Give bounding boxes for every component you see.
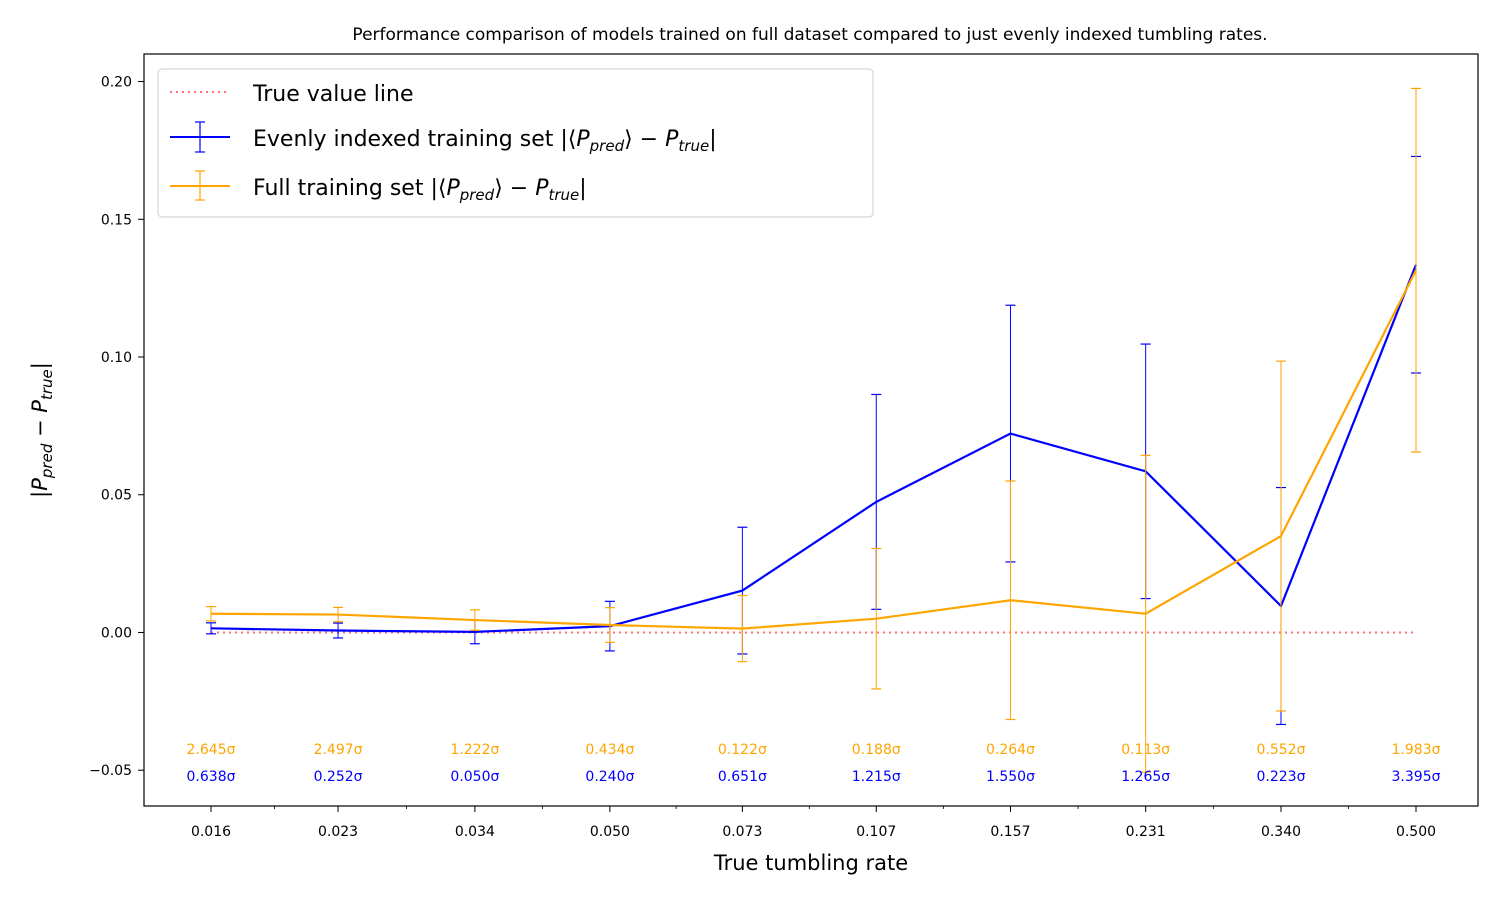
plot-area: [143, 53, 1479, 807]
sigma-label-evenly: 1.265σ: [1121, 769, 1170, 785]
sigma-label-evenly: 3.395σ: [1392, 769, 1441, 785]
sigma-label-evenly: 0.223σ: [1257, 769, 1306, 785]
sigma-label-evenly: 1.215σ: [852, 769, 901, 785]
legend-label-full: Full training set |⟨Ppred⟩ − Ptrue|: [253, 176, 587, 204]
y-tick-label: −0.05: [89, 763, 132, 779]
sigma-label-evenly: 1.550σ: [986, 769, 1035, 785]
legend-label-evenly: Evenly indexed training set |⟨Ppred⟩ − P…: [253, 127, 717, 155]
series-line-evenly-indexed-training-set: [210, 264, 1418, 634]
sigma-label-full: 1.983σ: [1392, 742, 1441, 758]
chart-title: Performance comparison of models trained…: [352, 25, 1267, 45]
y-tick-label: 0.20: [101, 75, 132, 91]
x-tick-label: 0.034: [455, 824, 495, 840]
legend-box: [157, 68, 874, 218]
x-tick-label: 0.050: [590, 824, 630, 840]
x-tick-label: 0.107: [856, 824, 896, 840]
x-tick-label: 0.157: [990, 824, 1030, 840]
x-axis-label: True tumbling rate: [713, 851, 908, 875]
y-tick-label: 0.10: [101, 350, 132, 366]
legend-label-true-value: True value line: [252, 82, 414, 107]
sigma-label-evenly: 0.240σ: [585, 769, 634, 785]
sigma-label-evenly: 0.252σ: [314, 769, 363, 785]
sigma-label-full: 0.264σ: [986, 742, 1035, 758]
sigma-label-full: 0.113σ: [1121, 742, 1170, 758]
x-tick-label: 0.073: [722, 824, 762, 840]
y-tick-label: 0.05: [101, 488, 132, 504]
y-axis-label: |Ppred − Ptrue|: [28, 362, 56, 498]
y-tick-label: 0.00: [101, 625, 132, 641]
x-tick-label: 0.023: [318, 824, 358, 840]
sigma-label-full: 0.188σ: [852, 742, 901, 758]
x-tick-label: 0.340: [1261, 824, 1301, 840]
sigma-label-evenly: 0.050σ: [450, 769, 499, 785]
sigma-label-full: 0.122σ: [718, 742, 767, 758]
sigma-label-full: 1.222σ: [450, 742, 499, 758]
x-tick-label: 0.500: [1396, 824, 1436, 840]
sigma-label-full: 0.552σ: [1257, 742, 1306, 758]
x-tick-label: 0.016: [191, 824, 231, 840]
legend: True value line Evenly indexed training …: [157, 68, 874, 218]
sigma-label-evenly: 0.638σ: [187, 769, 236, 785]
sigma-label-evenly: 0.651σ: [718, 769, 767, 785]
sigma-label-full: 2.497σ: [314, 742, 363, 758]
sigma-label-full: 0.434σ: [585, 742, 634, 758]
sigma-label-full: 2.645σ: [187, 742, 236, 758]
x-tick-label: 0.231: [1126, 824, 1166, 840]
series-line-full-training-set: [210, 269, 1417, 630]
y-tick-label: 0.15: [101, 212, 132, 228]
